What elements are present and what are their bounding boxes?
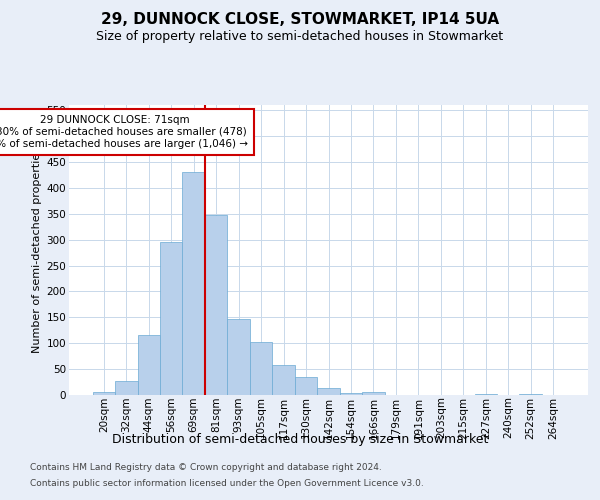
Bar — [295, 377, 317, 395]
Text: Contains HM Land Registry data © Crown copyright and database right 2024.: Contains HM Land Registry data © Crown c… — [30, 464, 382, 472]
Bar — [340, 393, 362, 395]
Bar — [475, 394, 497, 395]
Bar — [250, 342, 272, 395]
Bar — [227, 319, 250, 395]
Bar — [160, 242, 182, 395]
Text: Distribution of semi-detached houses by size in Stowmarket: Distribution of semi-detached houses by … — [112, 432, 488, 446]
Text: Contains public sector information licensed under the Open Government Licence v3: Contains public sector information licen… — [30, 478, 424, 488]
Bar — [317, 388, 340, 395]
Bar — [92, 392, 115, 395]
Y-axis label: Number of semi-detached properties: Number of semi-detached properties — [32, 147, 43, 353]
Text: 29, DUNNOCK CLOSE, STOWMARKET, IP14 5UA: 29, DUNNOCK CLOSE, STOWMARKET, IP14 5UA — [101, 12, 499, 28]
Bar — [272, 366, 295, 395]
Text: Size of property relative to semi-detached houses in Stowmarket: Size of property relative to semi-detach… — [97, 30, 503, 43]
Text: 29 DUNNOCK CLOSE: 71sqm
← 30% of semi-detached houses are smaller (478)
66% of s: 29 DUNNOCK CLOSE: 71sqm ← 30% of semi-de… — [0, 116, 248, 148]
Bar — [205, 216, 227, 395]
Bar — [182, 172, 205, 395]
Bar — [362, 392, 385, 395]
Bar — [137, 336, 160, 395]
Bar — [115, 380, 137, 395]
Bar — [520, 394, 542, 395]
